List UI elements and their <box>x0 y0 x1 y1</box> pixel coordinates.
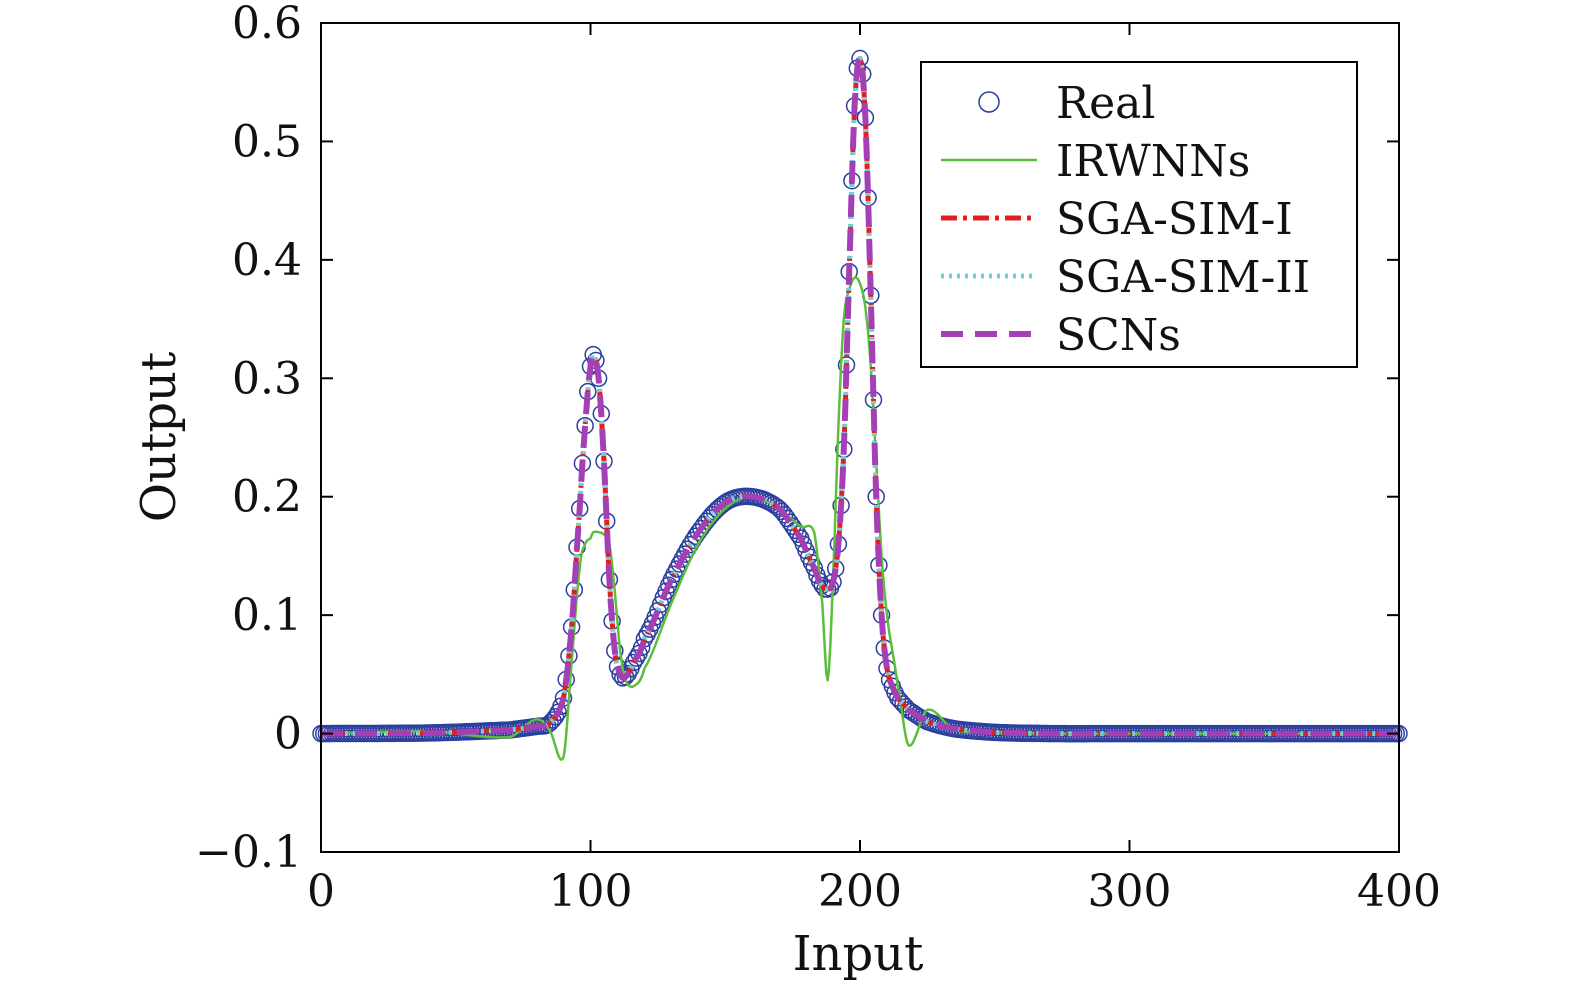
legend-marker-real <box>978 91 1000 113</box>
legend-label: SCNs <box>1056 310 1181 361</box>
x-tick-label: 0 <box>307 866 335 917</box>
series-line-sga-sim-ii <box>319 56 1401 737</box>
legend-label: SGA-SIM-I <box>1056 194 1293 245</box>
data-point-marker <box>546 707 565 726</box>
y-tick-label: 0.2 <box>232 472 302 523</box>
y-tick-label: 0.3 <box>232 353 302 404</box>
series-line-scns <box>319 55 1401 737</box>
legend-box <box>920 61 1358 368</box>
y-tick-label: 0 <box>274 709 302 760</box>
x-tick-label: 400 <box>1357 866 1441 917</box>
y-tick-label: 0.4 <box>232 235 302 286</box>
y-axis-title: Output <box>131 352 187 522</box>
y-tick-label: 0.1 <box>232 590 302 641</box>
y-tick-label: −0.1 <box>195 827 302 878</box>
data-point-marker <box>627 649 646 667</box>
x-tick-label: 300 <box>1088 866 1172 917</box>
data-point-marker <box>789 525 807 544</box>
legend-label: IRWNNs <box>1056 136 1250 187</box>
x-axis-title: Input <box>793 926 924 982</box>
x-tick-label: 200 <box>818 866 902 917</box>
data-point-marker <box>624 653 643 672</box>
axis-ticks: 0 100 200 300 400−0.100.10.20.30.40.50.6 <box>195 0 1441 917</box>
legend-label: SGA-SIM-II <box>1056 252 1310 303</box>
legend-label: Real <box>1056 78 1155 129</box>
plot-area <box>312 49 1408 761</box>
x-tick-label: 100 <box>549 866 633 917</box>
y-tick-label: 0.5 <box>232 116 302 167</box>
y-tick-label: 0.6 <box>232 0 302 49</box>
legend: Real IRWNNs SGA-SIM-I SGA-SIM-II SCNs <box>920 61 1358 368</box>
